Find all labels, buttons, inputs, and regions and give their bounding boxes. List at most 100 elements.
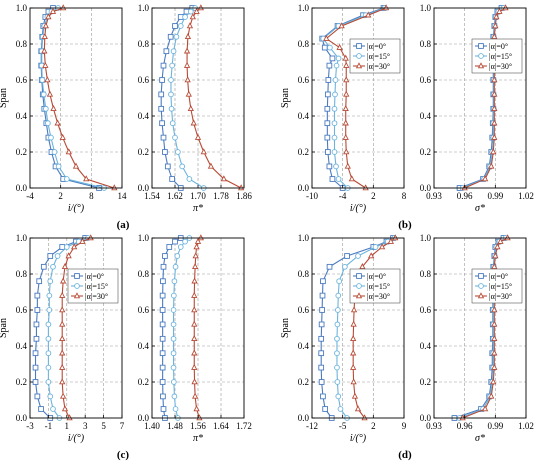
data-point bbox=[63, 244, 70, 250]
legend-label: |α|=30° bbox=[85, 292, 108, 301]
data-point bbox=[173, 33, 180, 40]
data-point bbox=[59, 392, 67, 399]
data-point bbox=[348, 175, 356, 182]
data-point bbox=[39, 77, 46, 83]
data-point bbox=[163, 48, 170, 55]
y-tick-label: 0.2 bbox=[420, 377, 431, 387]
data-point bbox=[184, 76, 191, 83]
legend-label: |α|=15° bbox=[489, 282, 512, 291]
data-point bbox=[502, 4, 509, 11]
legend-label: |α|=0° bbox=[367, 272, 386, 281]
series-line-1 bbox=[170, 7, 205, 189]
data-point bbox=[46, 90, 54, 97]
data-point bbox=[47, 278, 54, 285]
data-point bbox=[59, 277, 67, 284]
data-point bbox=[491, 320, 498, 327]
data-point bbox=[490, 378, 497, 385]
x-tick-label: -5 bbox=[339, 421, 347, 431]
data-point bbox=[481, 405, 489, 412]
data-point bbox=[72, 162, 80, 169]
data-point bbox=[40, 263, 47, 270]
data-point bbox=[172, 238, 178, 245]
data-point bbox=[491, 33, 498, 40]
data-point bbox=[491, 335, 498, 342]
data-point bbox=[34, 292, 41, 299]
data-point bbox=[111, 184, 118, 191]
data-point bbox=[324, 149, 331, 155]
data-point bbox=[344, 162, 351, 169]
legend-label: |α|=15° bbox=[367, 52, 390, 61]
data-point bbox=[191, 349, 198, 356]
data-point bbox=[322, 406, 328, 412]
data-point bbox=[191, 320, 198, 327]
data-point bbox=[494, 243, 501, 250]
plot-frame bbox=[311, 7, 405, 189]
data-point bbox=[162, 149, 168, 155]
data-point bbox=[220, 175, 228, 182]
data-point bbox=[166, 244, 173, 250]
data-point bbox=[324, 105, 331, 112]
data-point bbox=[59, 349, 66, 356]
data-point bbox=[332, 91, 338, 98]
data-point bbox=[343, 76, 350, 83]
chart-d1: -12 -5 2 9 0.0 0.2 0.4 0.6 0.8 1.0 i/(°) Span |α|=0°… bbox=[280, 233, 407, 444]
data-point bbox=[318, 350, 325, 357]
data-point bbox=[160, 406, 167, 412]
y-tick-label: 1.0 bbox=[420, 233, 432, 243]
x-tick-label: 1.48 bbox=[167, 421, 183, 431]
data-point bbox=[491, 105, 498, 112]
data-point bbox=[481, 175, 489, 182]
y-tick-label: 0.4 bbox=[138, 341, 150, 351]
legend-swatch-marker bbox=[478, 283, 484, 289]
data-point bbox=[329, 176, 336, 182]
data-point bbox=[172, 23, 178, 29]
x-tick-label: 1.72 bbox=[236, 421, 252, 431]
data-point bbox=[47, 393, 54, 400]
data-point bbox=[372, 244, 379, 250]
x-tick-label: 14 bbox=[118, 191, 128, 201]
data-point bbox=[320, 278, 326, 285]
y-axis-label: Span bbox=[280, 88, 291, 108]
x-tick-label: -4 bbox=[26, 191, 34, 201]
y-tick-label: 1.0 bbox=[420, 3, 432, 13]
data-point bbox=[191, 263, 199, 270]
x-tick-label: 2 bbox=[371, 421, 376, 431]
chart-a2: 1.54 1.62 1.70 1.78 1.86 0.0 0.2 0.4 0.6 0.8 1.0 π* bbox=[138, 3, 253, 214]
x-tick-label: -1 bbox=[45, 421, 53, 431]
y-tick-label: 0.2 bbox=[420, 147, 431, 157]
data-point bbox=[59, 291, 66, 298]
series-line-0 bbox=[160, 7, 193, 189]
x-tick-label: 1.70 bbox=[190, 191, 206, 201]
panel-label-a: (a) bbox=[117, 219, 130, 231]
x-tick-label: 1.62 bbox=[167, 191, 183, 201]
data-point bbox=[34, 307, 41, 313]
data-point bbox=[50, 263, 56, 270]
data-point bbox=[488, 392, 495, 399]
series-line-2 bbox=[325, 7, 387, 189]
y-tick-label: 0.8 bbox=[16, 269, 28, 279]
data-point bbox=[200, 148, 207, 155]
data-point bbox=[193, 243, 200, 250]
data-point bbox=[159, 307, 166, 313]
y-tick-label: 0.0 bbox=[298, 413, 310, 423]
data-point bbox=[71, 243, 78, 250]
y-tick-label: 0.0 bbox=[16, 183, 28, 193]
legend-swatch-marker bbox=[73, 292, 81, 299]
legend-swatch-marker bbox=[477, 292, 485, 299]
x-tick-label: 8 bbox=[89, 191, 94, 201]
y-tick-label: 0.6 bbox=[420, 305, 432, 315]
x-tick-label: 1 bbox=[65, 421, 70, 431]
panel-label-b: (b) bbox=[398, 219, 412, 231]
data-point bbox=[42, 105, 49, 112]
y-tick-label: 1.0 bbox=[16, 3, 28, 13]
data-point bbox=[350, 335, 357, 342]
data-point bbox=[333, 163, 339, 170]
data-point bbox=[336, 43, 343, 50]
y-tick-label: 0.2 bbox=[16, 147, 27, 157]
data-point bbox=[159, 77, 165, 83]
series-line-1 bbox=[47, 237, 89, 419]
y-axis-label: Span bbox=[280, 318, 291, 338]
data-point bbox=[61, 263, 69, 270]
x-tick-label: 2 bbox=[58, 191, 63, 201]
data-point bbox=[183, 47, 191, 54]
